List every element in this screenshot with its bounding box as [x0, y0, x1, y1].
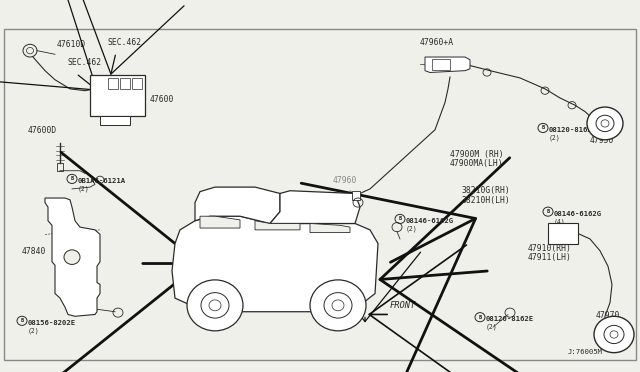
Bar [548, 224, 578, 244]
Text: J:76005M: J:76005M [568, 349, 603, 356]
Polygon shape [200, 216, 240, 228]
Bar [132, 78, 142, 89]
Text: 47900M (RH): 47900M (RH) [450, 150, 504, 159]
Text: SEC.462: SEC.462 [108, 38, 142, 47]
Circle shape [587, 107, 623, 140]
Text: (2): (2) [486, 324, 498, 330]
Text: B: B [541, 125, 545, 131]
Polygon shape [270, 191, 360, 224]
Bar [352, 191, 360, 200]
Text: 38210H(LH): 38210H(LH) [462, 196, 511, 205]
Bar [57, 163, 63, 171]
Text: 08120-8162E: 08120-8162E [549, 127, 597, 133]
Text: 47900MA(LH): 47900MA(LH) [450, 159, 504, 168]
Text: (4): (4) [554, 218, 566, 225]
Circle shape [64, 250, 80, 264]
Text: B: B [399, 217, 401, 221]
Circle shape [594, 316, 634, 353]
Text: 0B1A6-6121A: 0B1A6-6121A [78, 178, 126, 184]
Polygon shape [45, 198, 100, 316]
Polygon shape [425, 57, 470, 73]
Text: (2): (2) [549, 134, 561, 141]
Text: 47950: 47950 [590, 137, 614, 145]
Circle shape [310, 280, 366, 331]
Text: 47600: 47600 [150, 95, 174, 104]
Bar [108, 78, 118, 89]
Text: 38210G(RH): 38210G(RH) [462, 186, 511, 195]
Text: 47600D: 47600D [28, 125, 57, 135]
Text: 47970: 47970 [596, 311, 620, 320]
Polygon shape [255, 221, 300, 230]
Text: FRONT: FRONT [390, 301, 416, 310]
Text: B: B [20, 318, 24, 323]
Polygon shape [310, 224, 350, 232]
Text: B: B [547, 209, 550, 214]
Text: 08146-6162G: 08146-6162G [554, 211, 602, 217]
Text: 08146-6162G: 08146-6162G [406, 218, 454, 224]
Polygon shape [195, 187, 280, 224]
Text: (2): (2) [406, 225, 418, 232]
Text: 47960+A: 47960+A [420, 38, 454, 47]
Bar [120, 78, 130, 89]
Text: 08156-8202E: 08156-8202E [28, 320, 76, 326]
Polygon shape [172, 216, 378, 312]
Text: SEC.462: SEC.462 [68, 58, 102, 67]
Text: (2): (2) [78, 185, 90, 192]
Bar [432, 59, 450, 70]
Text: B: B [70, 176, 74, 182]
Text: 47910(RH): 47910(RH) [528, 244, 572, 253]
Bar [90, 75, 145, 116]
Circle shape [187, 280, 243, 331]
Text: 08120-8162E: 08120-8162E [486, 316, 534, 322]
Text: 47840: 47840 [22, 247, 46, 256]
Text: (2): (2) [28, 327, 40, 334]
Text: B: B [479, 315, 481, 320]
Bar [100, 116, 130, 125]
Text: 47610D: 47610D [57, 40, 86, 49]
Text: 47960: 47960 [333, 176, 357, 185]
Text: 47911(LH): 47911(LH) [528, 253, 572, 262]
